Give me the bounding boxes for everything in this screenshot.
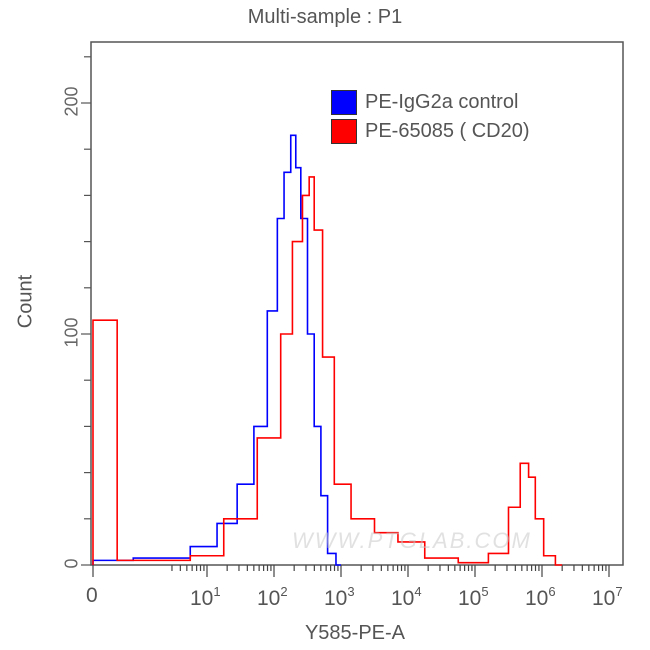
y-tick-0: 0 [61, 558, 82, 569]
legend-swatch-red [331, 119, 357, 144]
legend-item-control: PE-IgG2a control [331, 88, 530, 117]
x-tick-10-6: 106 [525, 584, 556, 610]
x-axis-ticks [92, 565, 610, 577]
x-tick-0: 0 [86, 584, 98, 607]
histogram-series [92, 134, 563, 566]
legend-label-cd20: PE-65085 ( CD20) [365, 120, 530, 142]
x-tick-10-4: 104 [391, 584, 422, 610]
plot-frame [90, 41, 624, 566]
x-tick-10-5: 105 [458, 584, 489, 610]
legend-label-control: PE-IgG2a control [365, 91, 519, 113]
x-tick-10-7: 107 [592, 584, 623, 610]
y-axis-ticks [81, 56, 91, 566]
y-tick-100: 100 [61, 317, 82, 348]
watermark: WWW.PTGLAB.COM [292, 528, 532, 553]
chart-title: Multi-sample : P1 [247, 6, 403, 28]
x-tick-10-1: 101 [190, 584, 221, 610]
y-tick-200: 200 [61, 86, 82, 117]
x-tick-10-2: 102 [257, 584, 288, 610]
x-tick-10-3: 103 [324, 584, 355, 610]
legend-swatch-blue [331, 90, 357, 115]
series-line [92, 176, 563, 566]
series-line [92, 134, 341, 566]
legend-item-cd20: PE-65085 ( CD20) [331, 117, 530, 146]
legend: PE-IgG2a control PE-65085 ( CD20) [331, 88, 530, 146]
x-axis-label: Y585-PE-A [304, 622, 406, 644]
